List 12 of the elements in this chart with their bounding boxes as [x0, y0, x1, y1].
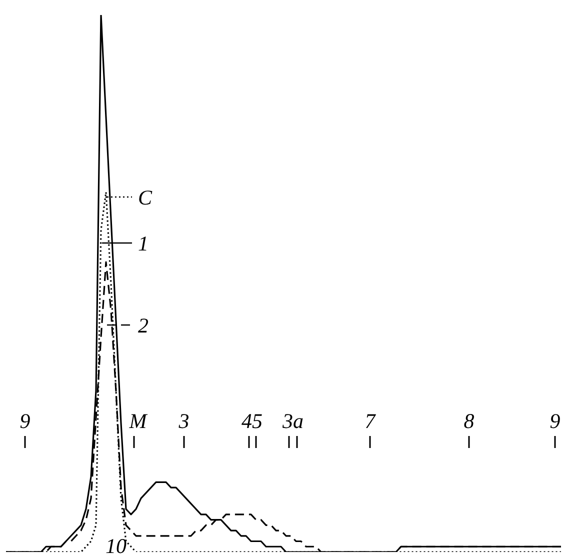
legend-label: 1 — [138, 232, 148, 256]
legend-label: C — [138, 186, 153, 210]
annotation: 45 — [242, 409, 262, 433]
annotation: 7 — [364, 409, 377, 433]
annotation: M — [128, 409, 148, 433]
annotation: 3a — [282, 409, 304, 433]
annotation: 9 — [550, 409, 561, 433]
legend-label: 2 — [138, 314, 149, 338]
annotation: 10 — [106, 534, 127, 556]
annotation: 8 — [464, 409, 475, 433]
annotation: 3 — [178, 409, 190, 433]
annotation: 9 — [20, 409, 31, 433]
